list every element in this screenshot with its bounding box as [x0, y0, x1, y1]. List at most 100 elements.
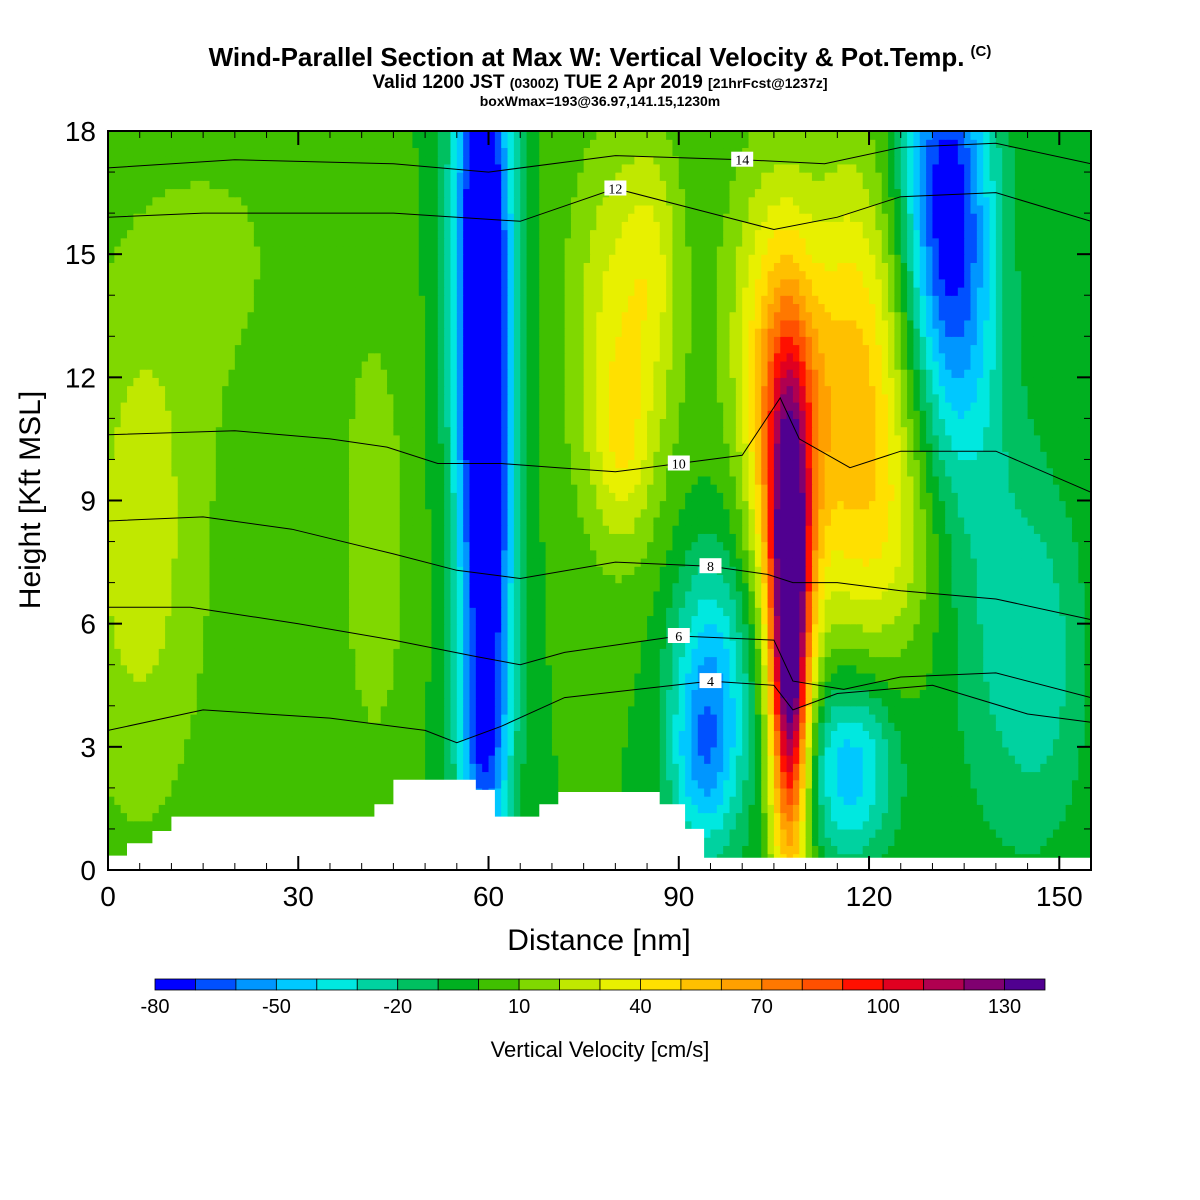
- field-cell: [120, 763, 128, 773]
- field-cell: [729, 730, 737, 740]
- field-cell: [723, 730, 731, 740]
- field-cell: [609, 746, 616, 756]
- field-cell: [342, 722, 350, 732]
- field-cell: [862, 631, 870, 641]
- field-cell: [672, 681, 680, 690]
- field-cell: [234, 796, 242, 805]
- field-cell: [907, 697, 915, 707]
- field-cell: [792, 615, 800, 625]
- field-cell: [482, 755, 490, 764]
- field-cell: [976, 648, 984, 658]
- field-cell: [577, 607, 585, 617]
- field-cell: [900, 689, 908, 699]
- field-cell: [621, 615, 629, 625]
- field-cell: [469, 705, 477, 715]
- field-cell: [621, 771, 629, 781]
- field-cell: [247, 607, 255, 617]
- field-cell: [520, 631, 528, 641]
- field-cell: [672, 713, 680, 723]
- field-cell: [418, 681, 426, 690]
- field-cell: [570, 746, 578, 756]
- field-cell: [380, 779, 388, 789]
- field-cell: [628, 722, 635, 732]
- field-cell: [913, 804, 921, 814]
- field-cell: [672, 689, 680, 699]
- field-cell: [570, 755, 578, 764]
- field-cell: [234, 664, 242, 674]
- field-cell: [1052, 755, 1060, 764]
- field-cell: [1027, 738, 1035, 748]
- field-cell: [114, 713, 122, 723]
- field-cell: [1027, 845, 1035, 855]
- field-cell: [406, 648, 414, 658]
- field-cell: [1021, 672, 1029, 682]
- field-cell: [279, 713, 287, 723]
- field-cell: [850, 820, 857, 830]
- field-cell: [856, 738, 864, 748]
- field-cell: [437, 713, 445, 723]
- field-cell: [291, 804, 299, 814]
- field-cell: [989, 837, 997, 846]
- field-cell: [158, 746, 166, 756]
- field-cell: [215, 648, 223, 658]
- field-cell: [475, 623, 483, 633]
- field-cell: [1021, 615, 1029, 625]
- field-cell: [666, 722, 674, 732]
- field-cell: [792, 648, 800, 658]
- field-cell: [1027, 713, 1035, 723]
- field-cell: [710, 615, 718, 625]
- field-cell: [811, 763, 819, 773]
- field-cell: [799, 828, 807, 838]
- field-cell: [628, 738, 635, 748]
- field-cell: [475, 664, 483, 674]
- field-cell: [938, 656, 946, 666]
- field-cell: [761, 615, 769, 625]
- field-cell: [678, 796, 686, 805]
- field-cell: [1046, 787, 1054, 797]
- field-cell: [475, 681, 483, 690]
- field-cell: [583, 672, 591, 682]
- field-cell: [165, 787, 173, 797]
- field-cell: [241, 631, 249, 641]
- field-cell: [894, 812, 902, 822]
- field-cell: [609, 623, 616, 633]
- field-cell: [1014, 804, 1022, 814]
- field-cell: [564, 730, 572, 740]
- field-cell: [818, 738, 826, 748]
- field-cell: [196, 648, 204, 658]
- field-cell: [710, 845, 718, 855]
- field-cell: [964, 615, 972, 625]
- field-cell: [824, 623, 832, 633]
- field-cell: [450, 713, 458, 723]
- field-cell: [355, 689, 363, 699]
- field-cell: [716, 812, 724, 822]
- field-cell: [329, 664, 337, 674]
- field-cell: [1065, 672, 1073, 682]
- field-cell: [900, 656, 908, 666]
- field-cell: [247, 615, 255, 625]
- field-cell: [875, 722, 883, 732]
- field-cell: [234, 771, 242, 781]
- field-cell: [279, 722, 287, 732]
- field-cell: [1078, 631, 1086, 641]
- field-cell: [837, 705, 845, 715]
- field-cell: [253, 796, 261, 805]
- field-cell: [120, 599, 128, 608]
- field-cell: [323, 755, 331, 764]
- field-cell: [970, 623, 978, 633]
- field-cell: [266, 787, 274, 797]
- field-cell: [850, 631, 857, 641]
- field-cell: [653, 648, 661, 658]
- field-cell: [228, 730, 236, 740]
- field-cell: [501, 623, 509, 633]
- field-cell: [291, 697, 299, 707]
- field-cell: [881, 820, 889, 830]
- field-cell: [1008, 656, 1016, 666]
- field-cell: [348, 713, 356, 723]
- field-cell: [583, 623, 591, 633]
- field-cell: [1065, 804, 1073, 814]
- field-cell: [621, 672, 629, 682]
- field-cell: [881, 771, 889, 781]
- field-cell: [970, 812, 978, 822]
- field-cell: [291, 746, 299, 756]
